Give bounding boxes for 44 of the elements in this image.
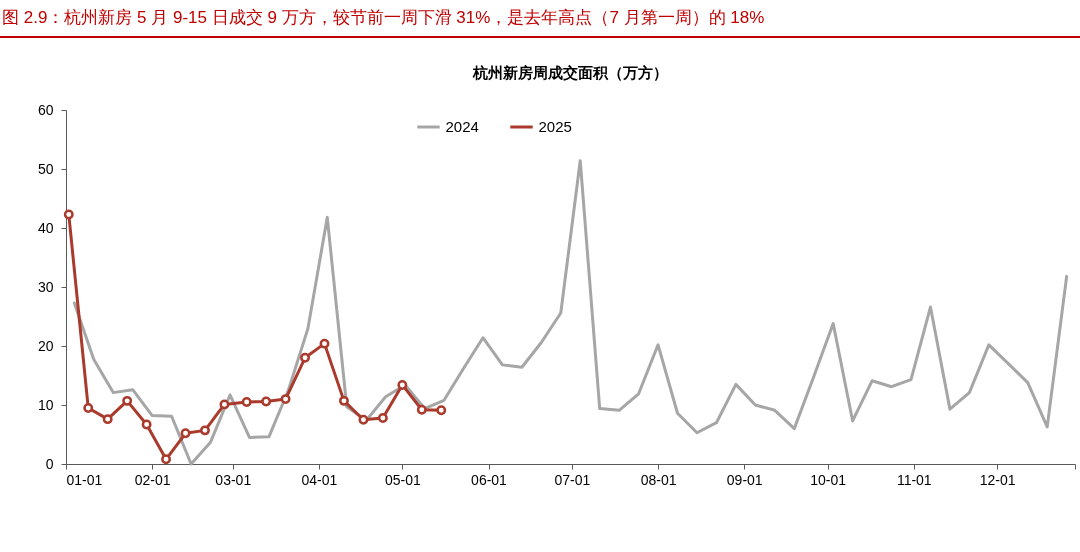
point	[141, 419, 152, 430]
point	[161, 454, 172, 465]
point	[300, 352, 310, 363]
point	[280, 394, 291, 405]
y-tick-label: 10	[37, 396, 54, 413]
point	[122, 395, 133, 406]
y-tick-label: 20	[37, 337, 54, 354]
x-tick-label: 07-01	[554, 471, 591, 488]
legend-label: 2025	[538, 118, 572, 135]
y-tick-label: 30	[37, 278, 54, 295]
x-tick-label: 05-01	[384, 471, 421, 488]
point	[377, 413, 388, 423]
point	[83, 403, 94, 413]
point	[319, 338, 330, 349]
x-tick-label: 06-01	[471, 471, 508, 488]
point	[200, 425, 210, 436]
chart-title: 图 2.9：杭州新房 5 月 9-15 日成交 9 万方，较节前一周下滑 31%，是去年高点（7 月第一周）的 18%	[0, 0, 1080, 38]
point	[436, 405, 447, 416]
y-tick-label: 40	[37, 219, 54, 236]
point	[63, 209, 74, 220]
point	[180, 428, 191, 439]
point	[261, 396, 272, 407]
x-tick-label: 02-01	[134, 471, 171, 488]
y-tick-label: 50	[37, 160, 54, 177]
line-series	[72, 159, 1069, 466]
point	[358, 414, 369, 425]
y-tick-label: 0	[45, 455, 54, 472]
y-tick-label: 60	[37, 101, 54, 118]
legend-label: 2024	[445, 118, 479, 135]
point	[219, 399, 230, 410]
point	[339, 395, 349, 406]
x-tick-label: 10-01	[810, 471, 847, 488]
chart-subtitle: 杭州新房周成交面积（万方）	[472, 64, 668, 82]
point	[397, 379, 408, 390]
x-tick-label: 09-01	[726, 471, 763, 488]
x-tick-label: 08-01	[640, 471, 677, 488]
x-tick-label: 11-01	[896, 471, 932, 488]
point	[416, 404, 427, 415]
x-tick-label: 03-01	[215, 471, 252, 488]
point	[102, 414, 113, 425]
x-tick-label: 01-01	[66, 471, 103, 488]
x-tick-label: 12-01	[979, 471, 1016, 488]
x-tick-label: 04-01	[301, 471, 338, 488]
point	[241, 397, 252, 407]
